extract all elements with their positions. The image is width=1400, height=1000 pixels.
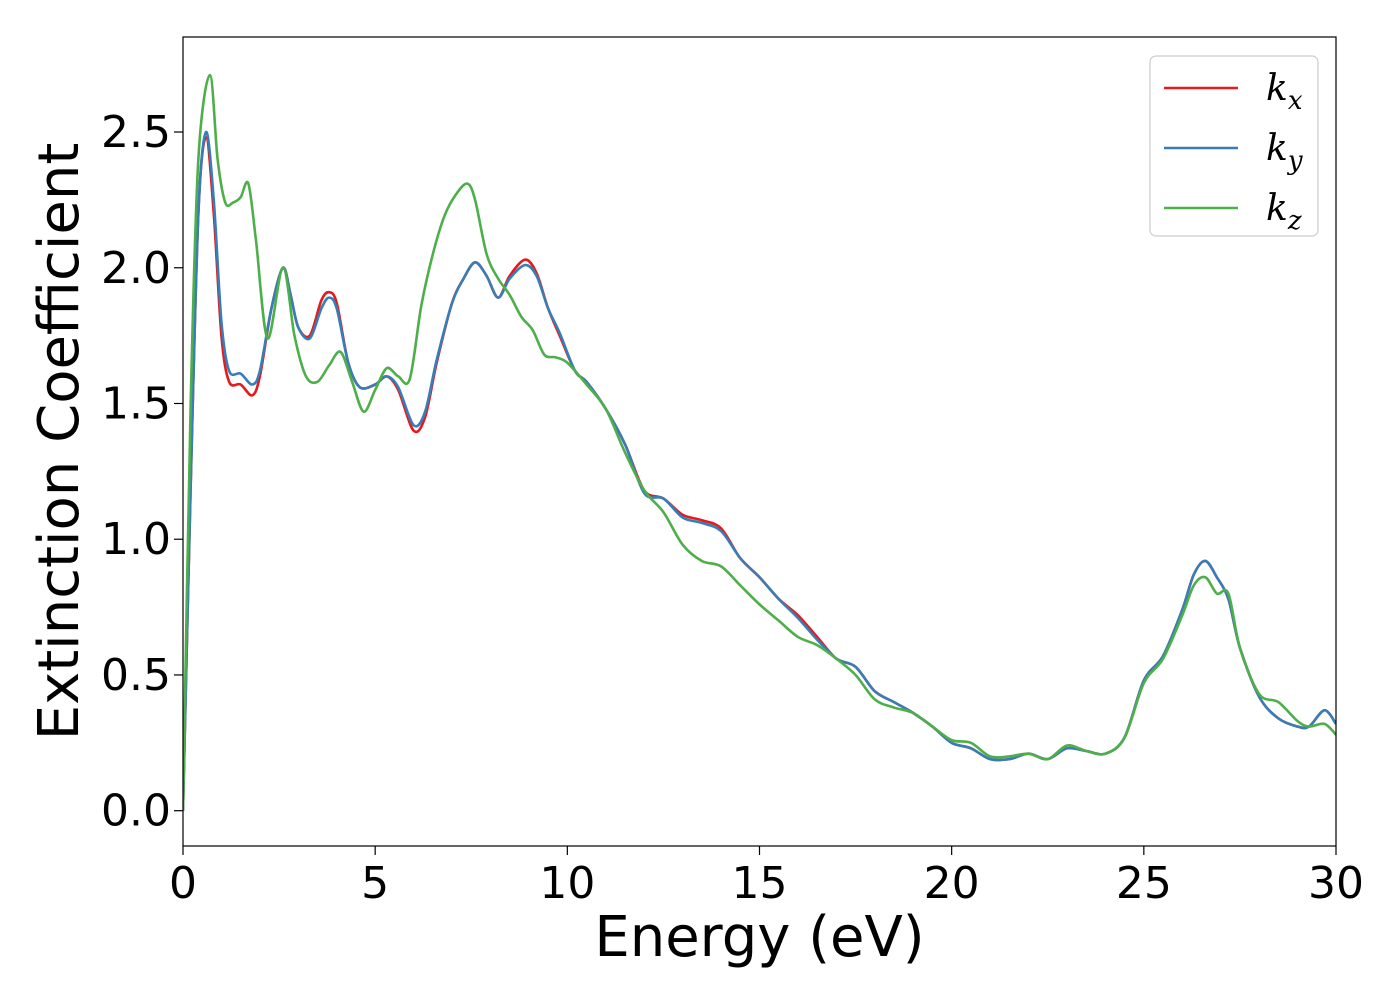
x-tick-label: 5 [361,858,389,909]
legend-label: kx [1266,68,1303,116]
x-tick-label: 10 [539,858,595,909]
legend-entry-y: ky [1164,128,1303,176]
y-tick-label: 2.5 [101,107,171,158]
legend-entry-x: kx [1164,68,1303,116]
x-axis-title: Energy (eV) [594,905,924,970]
series-line-x [183,136,1336,811]
y-tick-label: 0.0 [101,786,171,837]
series-line-z [183,73,1336,811]
x-tick-label: 0 [169,858,197,909]
y-tick-label: 1.5 [101,378,171,429]
y-tick-label: 2.0 [101,243,171,294]
x-tick-label: 20 [924,858,980,909]
legend-label: ky [1266,128,1303,176]
series-lines [183,73,1336,811]
x-tick-label: 30 [1308,858,1364,909]
y-tick-label: 1.0 [101,514,171,565]
y-axis-title: Extinction Coefficient [27,143,92,741]
x-tick-label: 25 [1116,858,1172,909]
legend: kx ky kz [1149,55,1319,237]
y-tick-label: 0.5 [101,650,171,701]
x-tick-label: 15 [732,858,788,909]
legend-box [1149,55,1319,237]
legend-label: kz [1266,188,1302,236]
x-axis: 0 5 10 15 20 25 30 [169,846,1364,909]
y-axis: 0.0 0.5 1.0 1.5 2.0 2.5 [101,107,183,837]
legend-entry-z: kz [1164,188,1302,236]
